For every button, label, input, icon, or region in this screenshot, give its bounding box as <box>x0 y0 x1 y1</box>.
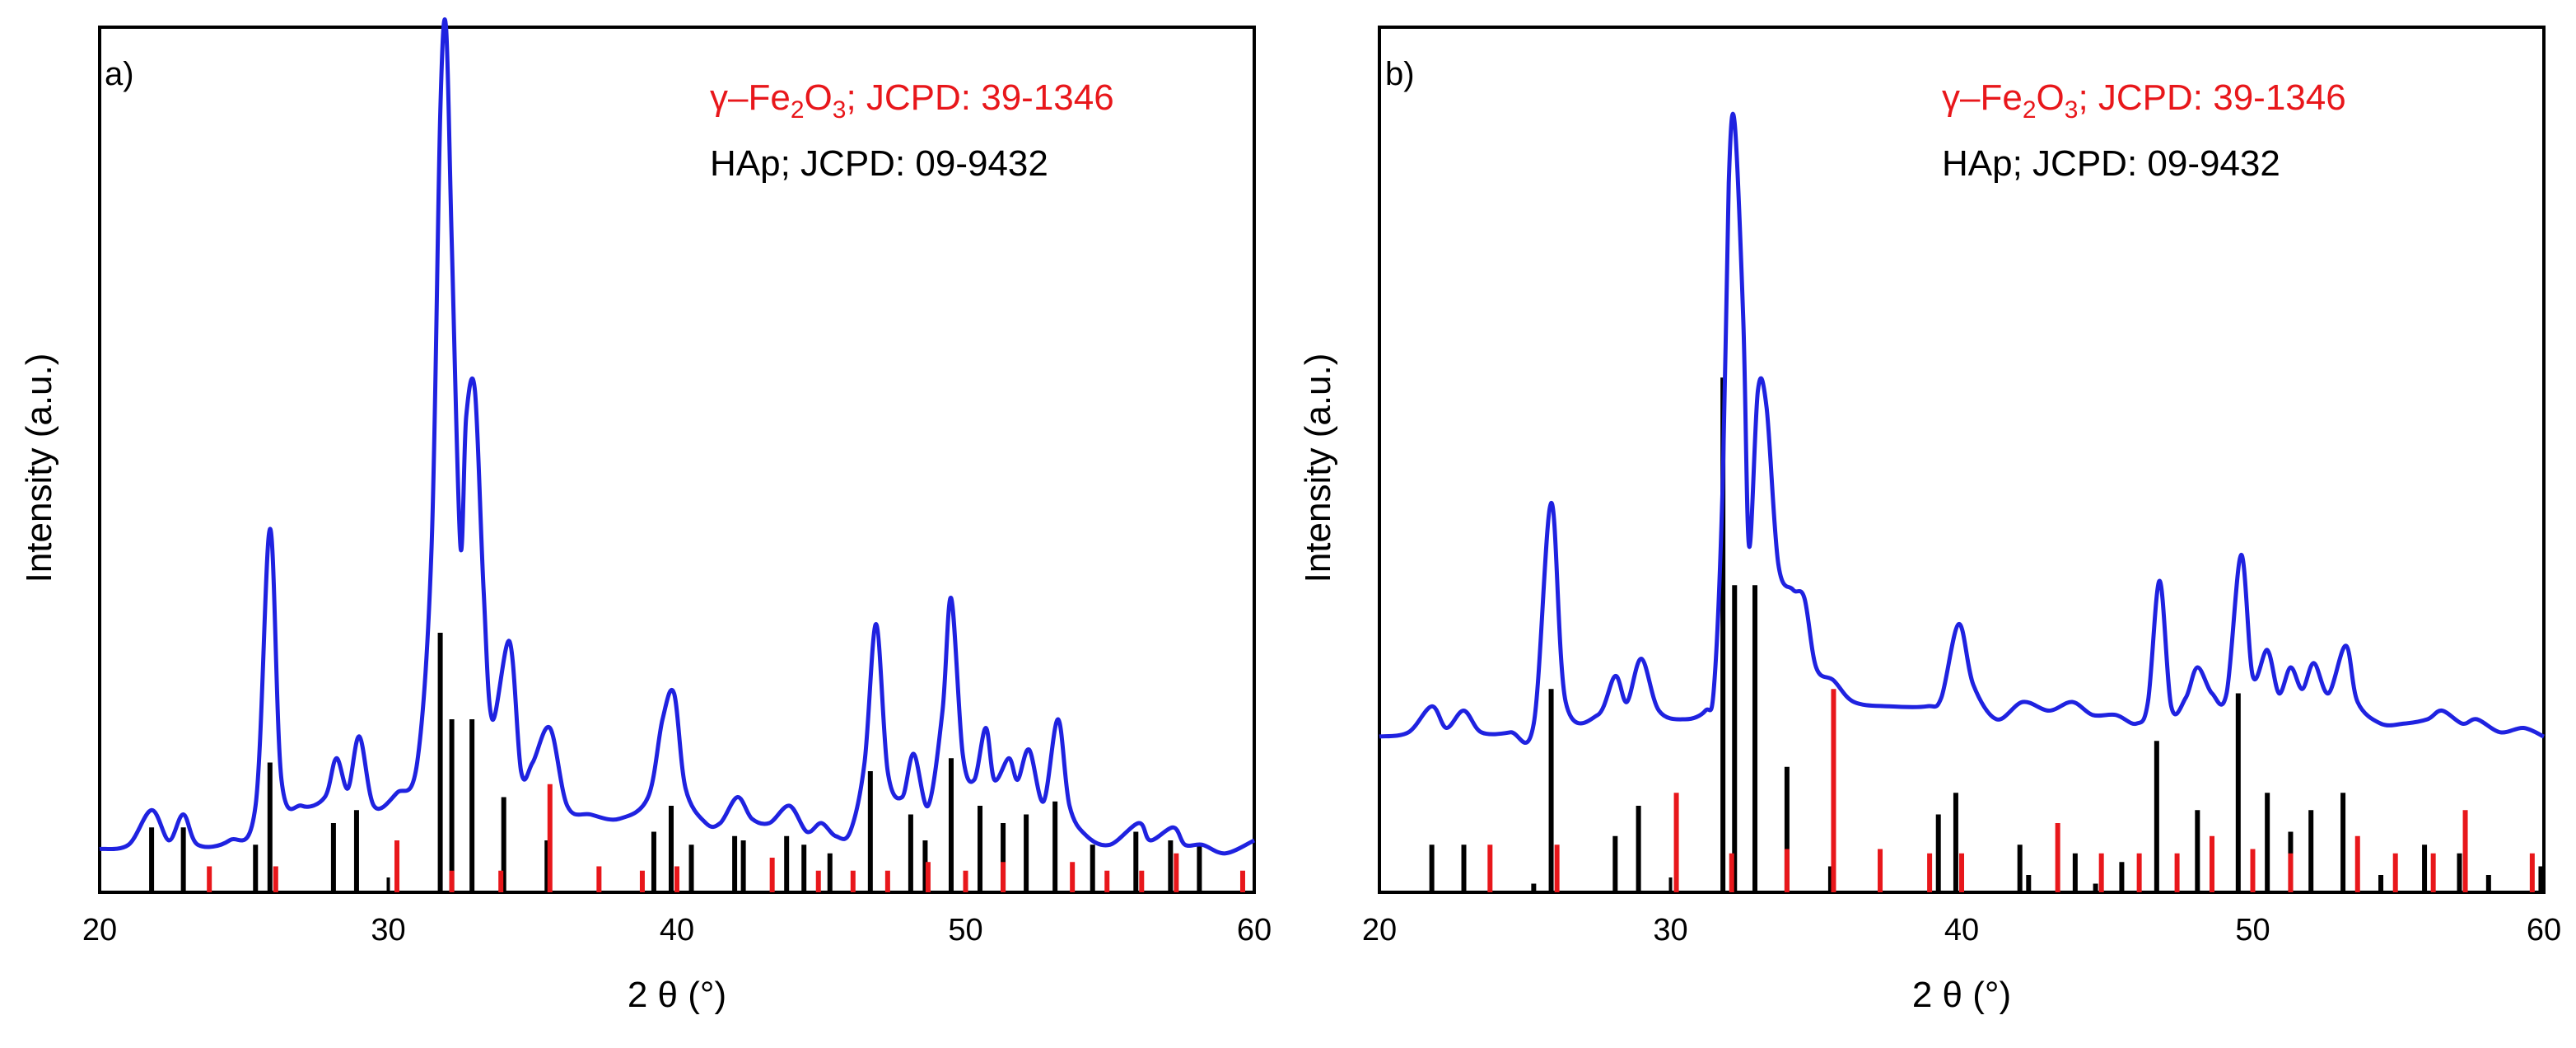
xrd-pattern-line <box>1379 111 2546 745</box>
x-tick-label: 50 <box>2235 913 2270 947</box>
legend-fe2o3-part: ; JCPD: 39-1346 <box>2078 77 2345 118</box>
x-tick-label: 30 <box>371 913 405 947</box>
x-tick-label: 40 <box>660 913 694 947</box>
legend-fe2o3-part: O <box>805 77 833 118</box>
x-tick-label: 20 <box>1362 913 1397 947</box>
legend-fe2o3-part: γ–Fe <box>1942 77 2023 118</box>
legend-fe2o3-part: O <box>2037 77 2065 118</box>
legend-fe2o3-part: 3 <box>833 96 847 124</box>
legend-fe2o3-part: 2 <box>2023 96 2037 124</box>
legend-fe2o3: γ–Fe2O3; JCPD: 39-1346 <box>710 77 1114 124</box>
legend-fe2o3-part: γ–Fe <box>710 77 791 118</box>
x-axis-title: 2 θ (°) <box>628 975 726 1015</box>
x-tick-label: 30 <box>1653 913 1687 947</box>
chart-panel-b: 20 30 40 50 60 2 θ (°) Intensity (a.u.) b) γ–Fe2… <box>1298 26 2561 1015</box>
legend-fe2o3: γ–Fe2O3; JCPD: 39-1346 <box>1942 77 2346 124</box>
plot-frame <box>98 26 1256 894</box>
x-tick-label: 40 <box>1944 913 1979 947</box>
panel-label: b) <box>1385 56 1415 92</box>
xrd-pattern-line <box>99 17 1256 856</box>
panel-label: a) <box>105 56 134 92</box>
x-tick-label: 60 <box>1237 913 1272 947</box>
chart-panel-a: 20 30 40 50 60 2 θ (°) Intensity (a.u.) a) γ–Fe2… <box>19 17 1272 1015</box>
y-axis-title: Intensity (a.u.) <box>1298 353 1338 583</box>
legend-fe2o3-part: ; JCPD: 39-1346 <box>846 77 1113 118</box>
legend-hap: HAp; JCPD: 09-9432 <box>1942 143 2280 184</box>
x-tick-label: 50 <box>948 913 982 947</box>
x-axis-title: 2 θ (°) <box>1912 975 2011 1015</box>
legend-fe2o3-part: 2 <box>791 96 805 124</box>
x-tick-label: 60 <box>2527 913 2561 947</box>
legend-hap: HAp; JCPD: 09-9432 <box>710 143 1048 184</box>
y-axis-title: Intensity (a.u.) <box>19 353 59 583</box>
x-tick-label: 20 <box>82 913 117 947</box>
legend-fe2o3-part: 3 <box>2065 96 2079 124</box>
